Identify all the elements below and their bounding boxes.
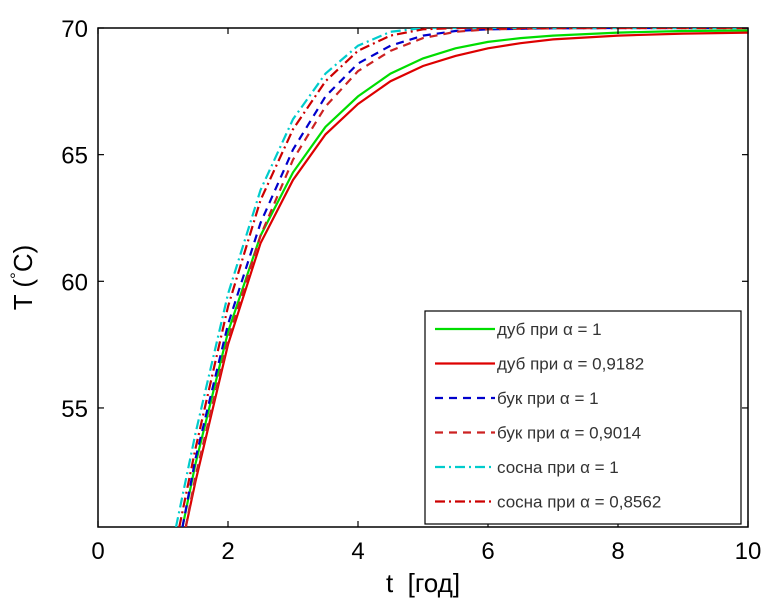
x-tick-label: 6 xyxy=(481,538,494,565)
legend-label-4: бук при α = 0,9014 xyxy=(497,424,641,443)
x-tick-label: 10 xyxy=(735,538,762,565)
series-line-4 xyxy=(184,28,748,527)
x-tick-label: 8 xyxy=(611,538,624,565)
legend-box xyxy=(424,310,742,525)
legend-label-2: дуб при α = 0,9182 xyxy=(497,355,644,374)
legend-label-3: бук при α = 1 xyxy=(497,389,599,408)
x-tick-labels: 0 2 4 6 8 10 xyxy=(91,538,761,565)
series-line-5 xyxy=(174,28,748,527)
series-line-2 xyxy=(184,31,748,527)
series-line-1 xyxy=(181,29,748,527)
legend: дуб при α = 1 дуб при α = 0,9182 бук при α… xyxy=(424,310,742,525)
y-tick-label: 55 xyxy=(61,396,88,423)
x-tick-label: 4 xyxy=(351,538,364,565)
y-tick-label: 65 xyxy=(61,143,88,170)
y-tick-label: 70 xyxy=(61,16,88,43)
x-tick-label: 0 xyxy=(91,538,104,565)
legend-label-1: дуб при α = 1 xyxy=(497,320,602,339)
legend-label-5: сосна при α = 1 xyxy=(497,458,619,477)
y-axis-label: T (°C) xyxy=(7,245,38,311)
legend-label-6: сосна при α = 0,8562 xyxy=(497,493,661,512)
y-tick-labels: 55 60 65 70 xyxy=(61,16,88,423)
x-axis-label: t [год] xyxy=(386,568,460,598)
x-tick-label: 2 xyxy=(221,538,234,565)
series-layer xyxy=(174,28,748,527)
y-tick-label: 60 xyxy=(61,269,88,296)
series-line-6 xyxy=(178,28,748,527)
tick-marks xyxy=(97,27,749,527)
